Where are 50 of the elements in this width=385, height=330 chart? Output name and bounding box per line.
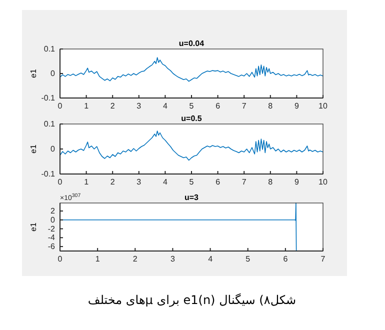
y-axis-title: e1 [29, 68, 38, 78]
text: شکل۸) سیگنال e1(n) برای μهای مختلف [88, 293, 296, 307]
y-tick-label: -2 [48, 224, 56, 234]
x-tick-label: 7 [242, 178, 247, 187]
x-tick-label: 10 [318, 102, 328, 111]
x-tick-label: 1 [84, 102, 90, 111]
x-tick-label: 2 [110, 178, 116, 187]
x-tick-label: 5 [189, 102, 194, 111]
y-axis-title: e1 [29, 222, 38, 232]
x-tick-label: 5 [189, 178, 194, 187]
x-tick-label: 9 [294, 102, 300, 111]
y-tick-label: 0 [50, 215, 56, 224]
x-tick-label: 3 [136, 102, 142, 111]
x-tick-label: 0 [58, 102, 63, 111]
y-tick-label: 0.1 [44, 44, 56, 54]
x-tick-label: 10 [318, 178, 328, 187]
x-tick-label: 6 [216, 102, 221, 111]
x-tick-label: 0 [58, 254, 63, 264]
x-tick-label: 7 [320, 254, 326, 264]
x-tick-label: 0 [58, 178, 63, 187]
chart-title: u=3 [184, 193, 200, 202]
chart-title: u=0.04 [178, 39, 205, 48]
y-tick-label: 2 [50, 206, 56, 216]
x-tick-label: 9 [294, 178, 300, 187]
x-tick-label: 2 [110, 102, 116, 111]
line-series [60, 130, 324, 161]
y-tick-label: 0 [50, 144, 56, 154]
x-tick-label: 6 [216, 178, 221, 187]
y-tick-label: -0.1 [41, 94, 56, 103]
line-series [60, 57, 324, 82]
x-tick-label: 4 [208, 254, 214, 264]
y-tick-label: -4 [48, 233, 56, 242]
y-tick-label: -0.1 [41, 170, 56, 179]
y-tick-label: 0 [50, 69, 56, 78]
y-axis-title: e1 [29, 144, 38, 154]
y-tick-label: 0.1 [44, 120, 56, 129]
x-tick-label: 7 [242, 102, 247, 111]
x-tick-label: 3 [170, 254, 176, 264]
x-tick-label: 6 [283, 254, 288, 264]
x-tick-label: 1 [84, 178, 90, 187]
x-tick-label: 4 [162, 178, 168, 187]
x-tick-label: 8 [268, 178, 274, 187]
x-tick-label: 3 [136, 178, 142, 187]
x-tick-label: 1 [95, 254, 100, 264]
x-tick-label: 2 [132, 254, 138, 264]
y-tick-label: -6 [48, 242, 56, 252]
x-tick-label: 8 [268, 102, 274, 111]
x-tick-label: 4 [162, 102, 168, 111]
chart-title: u=0.5 [181, 114, 202, 123]
x-tick-label: 5 [246, 254, 251, 264]
